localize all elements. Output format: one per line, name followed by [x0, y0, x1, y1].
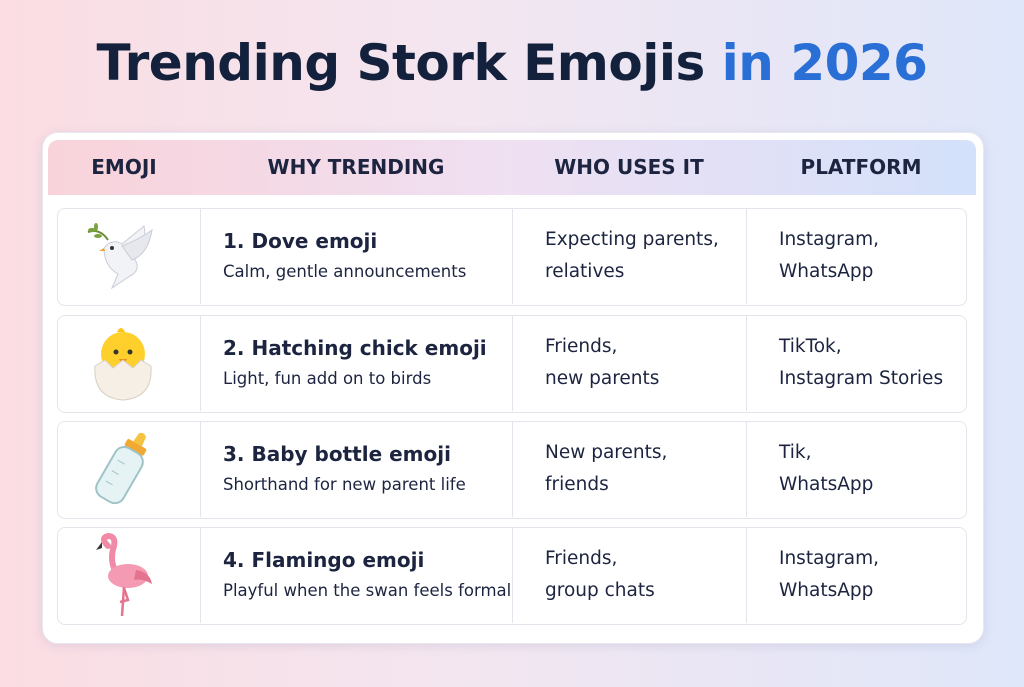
- chick-icon: [94, 328, 152, 401]
- who-uses-line: New parents,: [545, 442, 668, 463]
- emoji-description: Playful when the swan feels formal: [223, 581, 512, 600]
- emoji-name: 2. Hatching chick emoji: [223, 336, 487, 360]
- emoji-description: Shorthand for new parent life: [223, 475, 466, 494]
- who-uses-line: relatives: [545, 261, 625, 282]
- who-uses-line: new parents: [545, 368, 660, 389]
- cell-divider: [200, 421, 201, 517]
- emoji-description: Light, fun add on to birds: [223, 369, 432, 388]
- cell-divider: [512, 421, 513, 517]
- bottle-icon: [95, 432, 147, 505]
- cell-divider: [746, 208, 747, 304]
- title: Trending Stork Emojis in 2026: [0, 34, 1024, 92]
- who-uses-line: Expecting parents,: [545, 229, 719, 250]
- cell-divider: [200, 315, 201, 411]
- emoji-description: Calm, gentle announcements: [223, 262, 467, 281]
- who-uses-line: Friends,: [545, 336, 618, 357]
- who-uses-line: group chats: [545, 580, 655, 601]
- cell-divider: [746, 421, 747, 517]
- emoji-name: 1. Dove emoji: [223, 229, 378, 253]
- platform-line: Tik,: [779, 442, 812, 463]
- cell-divider: [512, 527, 513, 623]
- dove-icon: [87, 223, 153, 290]
- title-highlight: in 2026: [721, 34, 928, 92]
- column-header: EMOJI: [91, 155, 157, 179]
- cell-divider: [746, 527, 747, 623]
- platform-line: WhatsApp: [779, 580, 874, 601]
- cell-divider: [200, 208, 201, 304]
- who-uses-line: friends: [545, 474, 609, 495]
- flamingo-icon: [96, 532, 152, 617]
- cell-divider: [512, 315, 513, 411]
- column-header: WHY TRENDING: [267, 155, 445, 179]
- emoji-name: 4. Flamingo emoji: [223, 548, 425, 572]
- emoji-name: 3. Baby bottle emoji: [223, 442, 451, 466]
- column-header: PLATFORM: [800, 155, 922, 179]
- cell-divider: [512, 208, 513, 304]
- platform-line: Instagram Stories: [779, 368, 944, 389]
- cell-divider: [200, 527, 201, 623]
- platform-line: WhatsApp: [779, 261, 874, 282]
- title-main: Trending Stork Emojis: [96, 34, 706, 92]
- column-header: WHO USES IT: [554, 155, 704, 179]
- platform-line: TikTok,: [779, 336, 842, 357]
- platform-line: Instagram,: [779, 548, 879, 569]
- cell-divider: [746, 315, 747, 411]
- table-header: [48, 140, 976, 195]
- who-uses-line: Friends,: [545, 548, 618, 569]
- platform-line: WhatsApp: [779, 474, 874, 495]
- platform-line: Instagram,: [779, 229, 879, 250]
